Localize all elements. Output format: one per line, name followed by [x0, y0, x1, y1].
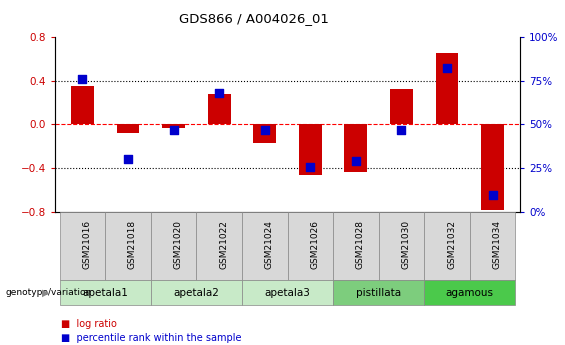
Bar	[208, 94, 231, 125]
Text: ■  percentile rank within the sample: ■ percentile rank within the sample	[60, 333, 241, 343]
FancyBboxPatch shape	[333, 212, 379, 280]
FancyBboxPatch shape	[151, 212, 196, 280]
Bar	[481, 125, 504, 210]
Text: GSM21020: GSM21020	[173, 220, 182, 269]
FancyBboxPatch shape	[424, 212, 470, 280]
Bar	[116, 125, 140, 133]
Point	[351, 158, 360, 164]
FancyBboxPatch shape	[151, 280, 242, 305]
FancyBboxPatch shape	[470, 212, 515, 280]
Text: apetala2: apetala2	[173, 287, 219, 297]
Bar	[299, 125, 321, 175]
Text: GSM21032: GSM21032	[447, 220, 456, 269]
Point	[215, 90, 224, 96]
Text: ■  log ratio: ■ log ratio	[60, 319, 116, 329]
Text: GDS866 / A004026_01: GDS866 / A004026_01	[179, 12, 329, 25]
FancyBboxPatch shape	[59, 280, 151, 305]
Text: GSM21018: GSM21018	[128, 220, 137, 269]
Bar	[162, 125, 185, 128]
Point	[169, 127, 178, 132]
Text: genotype/variation: genotype/variation	[6, 288, 92, 297]
FancyBboxPatch shape	[242, 280, 333, 305]
Text: GSM21016: GSM21016	[82, 220, 92, 269]
Text: ▶: ▶	[42, 287, 49, 297]
Text: apetala1: apetala1	[82, 287, 128, 297]
Text: GSM21022: GSM21022	[219, 220, 228, 269]
Text: GSM21026: GSM21026	[310, 220, 319, 269]
Point	[78, 76, 87, 82]
FancyBboxPatch shape	[333, 280, 424, 305]
Point	[123, 157, 132, 162]
Text: GSM21034: GSM21034	[493, 220, 502, 269]
FancyBboxPatch shape	[379, 212, 424, 280]
Text: apetala3: apetala3	[264, 287, 310, 297]
Point	[306, 164, 315, 169]
FancyBboxPatch shape	[424, 280, 515, 305]
FancyBboxPatch shape	[59, 212, 105, 280]
Point	[260, 127, 270, 132]
Bar	[71, 86, 94, 125]
Bar	[436, 53, 458, 125]
FancyBboxPatch shape	[196, 212, 242, 280]
Point	[488, 192, 497, 197]
Bar	[390, 89, 413, 125]
Point	[397, 127, 406, 132]
Text: GSM21028: GSM21028	[356, 220, 365, 269]
Text: pistillata: pistillata	[356, 287, 401, 297]
FancyBboxPatch shape	[105, 212, 151, 280]
Text: GSM21024: GSM21024	[265, 220, 273, 269]
Text: agamous: agamous	[446, 287, 494, 297]
Point	[442, 66, 451, 71]
Bar	[345, 125, 367, 171]
Text: GSM21030: GSM21030	[402, 220, 410, 269]
Bar	[253, 125, 276, 143]
FancyBboxPatch shape	[288, 212, 333, 280]
FancyBboxPatch shape	[242, 212, 288, 280]
